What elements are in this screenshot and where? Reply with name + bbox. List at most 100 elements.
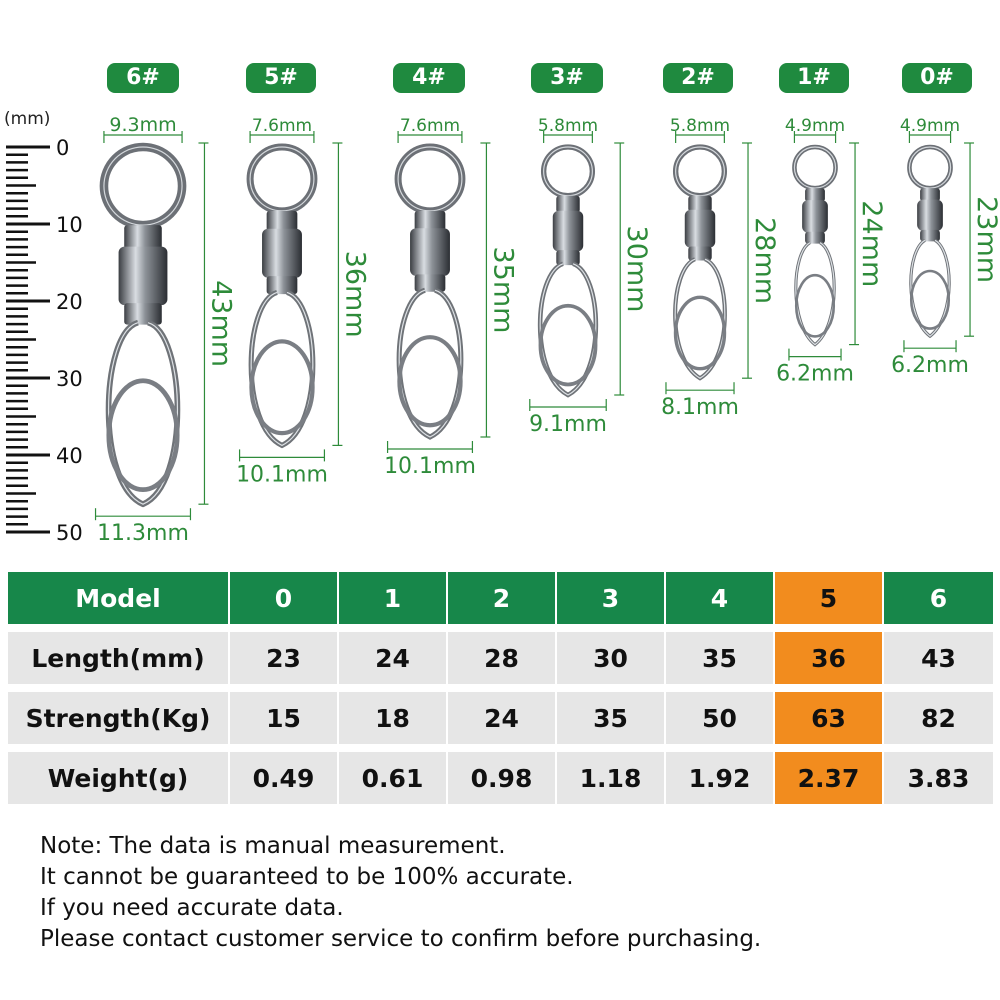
table-cell: 50 bbox=[666, 692, 775, 744]
ring-width-label: 9.3mm bbox=[109, 114, 176, 136]
swivel-neck bbox=[124, 225, 162, 250]
table-cell: 1.92 bbox=[666, 752, 775, 804]
swivel-1 bbox=[238, 131, 343, 462]
length-label: 28mm bbox=[749, 217, 780, 304]
note-line: It cannot be guaranteed to be 100% accur… bbox=[40, 864, 574, 890]
model-col-3: 3 bbox=[557, 572, 666, 624]
ruler-label: 10 bbox=[56, 213, 83, 237]
swivel-0 bbox=[94, 131, 209, 521]
length-label: 23mm bbox=[971, 196, 1000, 283]
table-cell: 3.83 bbox=[884, 752, 993, 804]
swivel-barrel bbox=[262, 228, 302, 278]
swivel-5 bbox=[788, 131, 860, 361]
table-cell: 24 bbox=[339, 632, 448, 684]
unit-label: (mm) bbox=[4, 109, 50, 129]
model-col-4: 4 bbox=[666, 572, 775, 624]
row-label: Length(mm) bbox=[8, 632, 230, 684]
model-col-6: 6 bbox=[884, 572, 993, 624]
ring-width-label: 7.6mm bbox=[252, 116, 312, 136]
swivel-illustration: (mm) 0 10 20 30 40 50 9.3mm 43mm 11.3mm 7.6mm 36mm… bbox=[4, 109, 1000, 546]
size-badge-1: 5# bbox=[246, 63, 316, 93]
length-label: 30mm bbox=[621, 226, 652, 313]
clip-width-label: 10.1mm bbox=[236, 462, 328, 487]
ruler-label: 0 bbox=[56, 136, 69, 160]
size-badge-6: 0# bbox=[902, 63, 972, 93]
table-row: Weight(g) 0.49 0.61 0.98 1.18 1.92 2.37 3.83 bbox=[8, 752, 993, 804]
table-cell: 35 bbox=[557, 692, 666, 744]
ruler-label: 20 bbox=[56, 290, 83, 314]
size-badge-4: 2# bbox=[663, 63, 733, 93]
table-cell: 43 bbox=[884, 632, 993, 684]
ruler-label: 30 bbox=[56, 367, 83, 391]
ring-width-label: 4.9mm bbox=[900, 116, 960, 136]
table-row: Strength(Kg) 15 18 24 35 50 63 82 bbox=[8, 692, 993, 744]
ring-width-label: 7.6mm bbox=[400, 116, 460, 136]
swivel-clip-loop bbox=[397, 335, 463, 428]
swivel-clip-loop bbox=[909, 269, 951, 330]
swivel-clip-loop bbox=[106, 378, 180, 493]
table-cell: 2.37 bbox=[775, 752, 884, 804]
swivel-barrel bbox=[684, 209, 716, 248]
swivel-clip-loop bbox=[538, 303, 598, 387]
length-label: 35mm bbox=[487, 247, 518, 334]
table-cell: 35 bbox=[666, 632, 775, 684]
swivel-neck bbox=[688, 195, 712, 212]
swivel-clip-loop bbox=[673, 295, 727, 371]
clip-width-label: 9.1mm bbox=[529, 412, 607, 437]
swivel-6 bbox=[903, 131, 975, 353]
table-cell: 23 bbox=[230, 632, 339, 684]
model-header: Model bbox=[8, 572, 230, 624]
model-col-0: 0 bbox=[230, 572, 339, 624]
table-cell: 30 bbox=[557, 632, 666, 684]
table-cell: 36 bbox=[775, 632, 884, 684]
ring-width-label: 4.9mm bbox=[785, 116, 845, 136]
swivel-neck bbox=[920, 188, 940, 202]
note-line: Note: The data is manual measurement. bbox=[40, 833, 506, 859]
table-cell: 63 bbox=[775, 692, 884, 744]
clip-width-label: 10.1mm bbox=[384, 454, 476, 479]
length-label: 24mm bbox=[856, 200, 887, 287]
ring-width-label: 5.8mm bbox=[670, 116, 730, 136]
swivel-clip-loop bbox=[249, 339, 315, 436]
size-badge-0: 6# bbox=[107, 63, 179, 93]
table-cell: 1.18 bbox=[557, 752, 666, 804]
clip-width-label: 6.2mm bbox=[891, 353, 969, 378]
table-cell: 82 bbox=[884, 692, 993, 744]
table-cell: 24 bbox=[448, 692, 557, 744]
swivel-barrel bbox=[410, 228, 450, 276]
swivel-barrel bbox=[917, 199, 943, 231]
table-cell: 15 bbox=[230, 692, 339, 744]
swivel-size-figure: (mm) 0 10 20 30 40 50 9.3mm 43mm 11.3mm 7.6mm 36mm… bbox=[4, 63, 1000, 546]
swivel-neck bbox=[266, 210, 298, 232]
ring-width-label: 5.8mm bbox=[538, 116, 598, 136]
clip-width-label: 8.1mm bbox=[661, 395, 739, 420]
swivel-barrel bbox=[552, 210, 584, 252]
swivel-3 bbox=[529, 131, 625, 411]
size-badge-3: 3# bbox=[531, 63, 603, 93]
table-cell: 18 bbox=[339, 692, 448, 744]
note-line: Please contact customer service to confi… bbox=[40, 926, 762, 952]
length-label: 43mm bbox=[205, 280, 236, 367]
clip-width-label: 11.3mm bbox=[97, 521, 189, 546]
swivel-neck bbox=[805, 188, 825, 202]
clip-width-label: 6.2mm bbox=[776, 362, 854, 387]
model-col-1: 1 bbox=[339, 572, 448, 624]
table-cell: 0.98 bbox=[448, 752, 557, 804]
note-line: If you need accurate data. bbox=[40, 895, 344, 921]
row-label: Strength(Kg) bbox=[8, 692, 230, 744]
model-col-5: 5 bbox=[775, 572, 884, 624]
size-badge-2: 4# bbox=[393, 63, 465, 93]
table-cell: 0.61 bbox=[339, 752, 448, 804]
swivel-neck bbox=[414, 210, 446, 231]
length-label: 36mm bbox=[339, 251, 370, 338]
row-label: Weight(g) bbox=[8, 752, 230, 804]
table-cell: 0.49 bbox=[230, 752, 339, 804]
ruler-label: 40 bbox=[56, 444, 83, 468]
notes: Note: The data is manual measurement. It … bbox=[40, 831, 761, 955]
swivel-clip-loop bbox=[794, 273, 836, 338]
swivel-neck bbox=[556, 195, 580, 213]
swivel-barrel bbox=[802, 200, 828, 233]
model-col-2: 2 bbox=[448, 572, 557, 624]
